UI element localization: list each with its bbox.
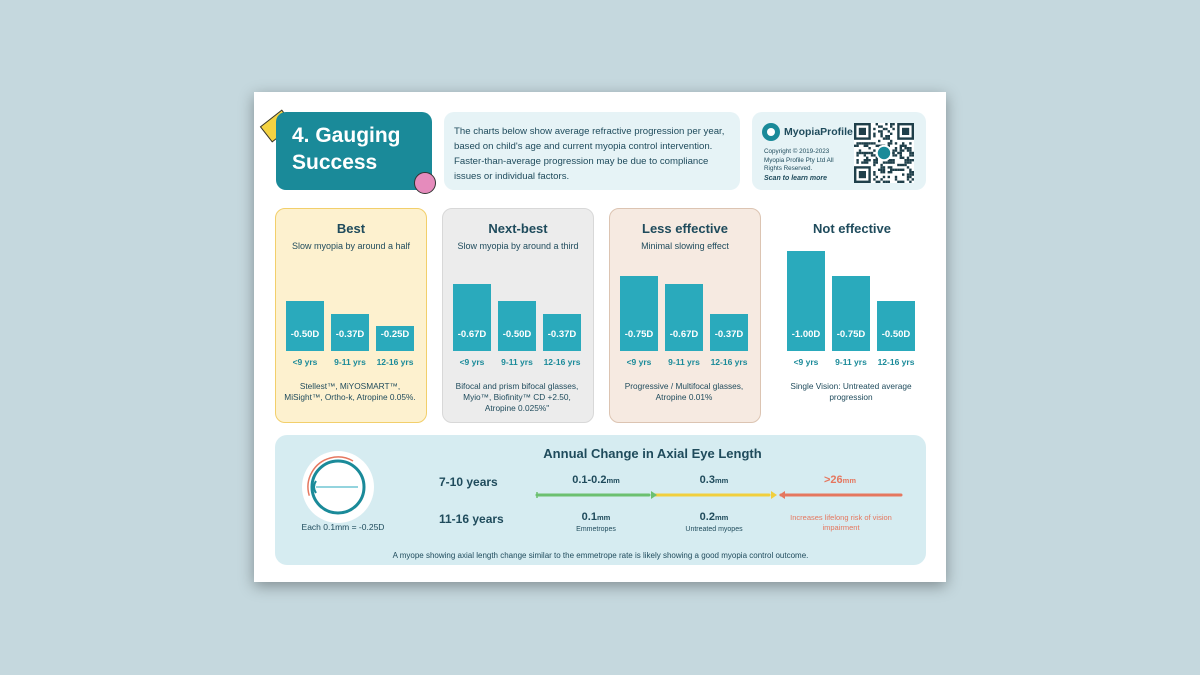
value-untreated-11-16: 0.2mm bbox=[699, 511, 729, 523]
infographic-card: 4. Gauging Success The charts below show… bbox=[254, 92, 946, 582]
value-emmetropes-11-16: 0.1mm bbox=[581, 511, 611, 523]
bar-age-label: <9 yrs bbox=[292, 357, 318, 367]
bar-value-label: -0.37D bbox=[547, 329, 577, 340]
bar-value-label: -0.50D bbox=[881, 329, 911, 340]
bar-value-label: -0.75D bbox=[624, 329, 654, 340]
panel-next-best: Next-best Slow myopia by around a third … bbox=[442, 208, 594, 423]
panel-description: Single Vision: Untreated average progres… bbox=[790, 381, 912, 402]
qr-code-icon[interactable] bbox=[854, 123, 914, 183]
bar-age-label: <9 yrs bbox=[459, 357, 485, 367]
bar bbox=[453, 284, 491, 351]
bar bbox=[665, 284, 703, 351]
intro-text: The charts below show average refractive… bbox=[444, 112, 740, 190]
age-11-16: 11-16 years bbox=[439, 512, 504, 526]
value-emmetropes-7-10: 0.1-0.2mm bbox=[572, 474, 620, 486]
brand-box: MyopiaProfile Copyright © 2019-2023 Myop… bbox=[752, 112, 926, 190]
pink-dot-decoration bbox=[414, 172, 436, 194]
panel-bar-chart: -0.50D <9 yrs -0.37D 9-11 yrs -0.25D 12-16 yr… bbox=[276, 209, 428, 424]
bar-age-label: <9 yrs bbox=[793, 357, 819, 367]
age-7-10: 7-10 years bbox=[439, 475, 498, 489]
panel-heading: Best bbox=[336, 221, 366, 236]
scan-text: Scan to learn more bbox=[764, 175, 828, 182]
title-line-2: Success bbox=[292, 151, 378, 174]
label-untreated-myopes: Untreated myopes bbox=[685, 526, 743, 533]
bar-age-label: 9-11 yrs bbox=[668, 357, 700, 367]
bar bbox=[331, 314, 369, 351]
bar-value-label: -0.37D bbox=[714, 329, 744, 340]
bar bbox=[832, 276, 870, 351]
bar bbox=[543, 314, 581, 351]
panel-best: Best Slow myopia by around a half -0.50D… bbox=[275, 208, 427, 423]
bar bbox=[376, 326, 414, 351]
bar bbox=[787, 251, 825, 351]
bar-value-label: -1.00D bbox=[791, 329, 821, 340]
axial-scale-bar bbox=[535, 491, 903, 499]
panel-not-effective: Not effective -1.00D <9 yrs -0.75D 9-11 yrs… bbox=[776, 208, 928, 423]
eye-cross-section-icon bbox=[307, 456, 369, 518]
panel-heading: Next-best bbox=[488, 221, 548, 236]
bar-age-label: 9-11 yrs bbox=[501, 357, 533, 367]
bar-value-label: -0.25D bbox=[380, 329, 410, 340]
bar-age-label: 12-16 yrs bbox=[376, 357, 414, 367]
panel-heading: Less effective bbox=[642, 221, 728, 236]
bar-age-label: 12-16 yrs bbox=[877, 357, 915, 367]
brand-name: MyopiaProfile bbox=[784, 126, 853, 138]
axial-length-section: Annual Change in Axial Eye Length Each 0… bbox=[275, 435, 926, 565]
panel-heading: Not effective bbox=[812, 221, 892, 236]
value-risk-7-10: >26mm bbox=[823, 474, 856, 486]
bar bbox=[620, 276, 658, 351]
panel-less-effective: Less effective Minimal slowing effect -0… bbox=[609, 208, 761, 423]
brand-logo: MyopiaProfile bbox=[762, 123, 853, 141]
bar bbox=[286, 301, 324, 351]
panel-description: Stellest™, MiYOSMART™, MiSight™, Ortho-k… bbox=[284, 381, 416, 402]
bar-value-label: -0.75D bbox=[836, 329, 866, 340]
axial-footer-note: A myope showing axial length change simi… bbox=[392, 551, 809, 560]
panel-description: Bifocal and prism bifocal glasses, Myio™… bbox=[455, 381, 579, 413]
bar-value-label: -0.50D bbox=[502, 329, 532, 340]
bar-value-label: -0.37D bbox=[335, 329, 365, 340]
panel-bar-chart: -0.75D <9 yrs -0.67D 9-11 yrs -0.37D 12-16 yr… bbox=[610, 209, 762, 424]
panel-subtitle: Slow myopia by around a half bbox=[291, 241, 411, 251]
risk-note: Increases lifelong risk of vision impair… bbox=[790, 513, 892, 532]
axial-title: Annual Change in Axial Eye Length bbox=[543, 446, 762, 461]
bar-age-label: 9-11 yrs bbox=[334, 357, 366, 367]
bar-value-label: -0.50D bbox=[290, 329, 320, 340]
panel-description: Progressive / Multifocal glasses, Atropi… bbox=[624, 381, 744, 402]
bar-age-label: 12-16 yrs bbox=[543, 357, 581, 367]
copyright-text: Copyright © 2019-2023 Myopia Profile Pty… bbox=[764, 148, 834, 172]
label-emmetropes: Emmetropes bbox=[576, 526, 616, 533]
bar bbox=[498, 301, 536, 351]
panel-subtitle: Minimal slowing effect bbox=[641, 241, 729, 251]
bar-value-label: -0.67D bbox=[669, 329, 699, 340]
bar-value-label: -0.67D bbox=[457, 329, 487, 340]
bar-age-label: 9-11 yrs bbox=[835, 357, 867, 367]
eye-logo-icon bbox=[762, 123, 780, 141]
eye-caption: Each 0.1mm = -0.25D bbox=[301, 522, 385, 532]
bar bbox=[710, 314, 748, 351]
panel-subtitle: Slow myopia by around a third bbox=[457, 241, 579, 251]
panel-bar-chart: -1.00D <9 yrs -0.75D 9-11 yrs -0.50D 12-16 yr… bbox=[777, 209, 929, 424]
eye-diagram bbox=[302, 451, 374, 523]
panel-bar-chart: -0.67D <9 yrs -0.50D 9-11 yrs -0.37D 12-16 yr… bbox=[443, 209, 595, 424]
title-line-1: 4. Gauging bbox=[292, 124, 401, 147]
bar-age-label: <9 yrs bbox=[626, 357, 652, 367]
bar-age-label: 12-16 yrs bbox=[710, 357, 748, 367]
bar bbox=[877, 301, 915, 351]
value-untreated-7-10: 0.3mm bbox=[699, 474, 729, 486]
title-badge: 4. Gauging Success bbox=[276, 112, 432, 190]
